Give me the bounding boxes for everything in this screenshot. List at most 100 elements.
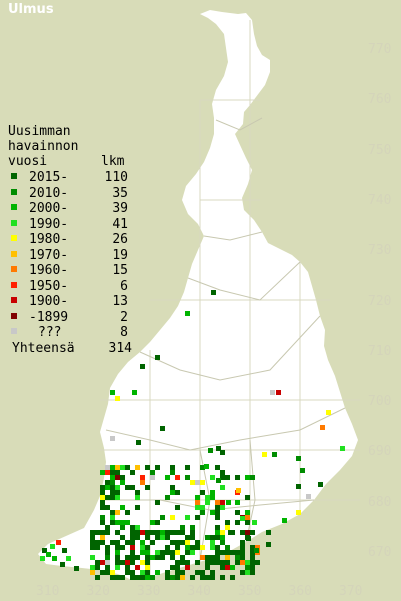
legend-total-label: Yhteensä [12,340,75,356]
observation-square [296,484,301,489]
observation-square [105,550,110,555]
legend-count-header: lkm [101,154,125,169]
legend-swatch [11,173,17,179]
observation-square [130,575,135,580]
observation-square [170,490,175,495]
observation-square [170,485,175,490]
legend-period: 1990- [29,216,69,232]
observation-square [145,555,150,560]
observation-square [220,550,225,555]
observation-square [208,448,213,453]
observation-square [165,545,170,550]
observation-square [215,505,220,510]
observation-square [210,535,215,540]
observation-square [215,525,220,530]
legend-swatch [11,219,17,226]
observation-square [155,535,160,540]
observation-square [175,540,180,545]
observation-square [105,485,110,490]
observation-square [250,565,255,570]
observation-square [50,544,55,549]
observation-square [130,530,135,535]
observation-square [225,550,230,555]
observation-square [105,570,110,575]
x-tick-label: 360 [288,584,312,599]
observation-square [175,565,180,570]
observation-square [140,550,145,555]
observation-square [211,290,216,295]
observation-square [205,555,210,560]
y-tick-label: 730 [368,243,392,259]
legend-period: 2010- [29,185,69,201]
observation-square [296,510,301,515]
observation-square [180,540,185,545]
observation-square [100,570,105,575]
observation-square [130,555,135,560]
observation-square [245,565,250,570]
observation-square [185,550,190,555]
legend-period: 1950- [29,278,69,294]
observation-square [155,465,160,470]
observation-square [95,560,100,565]
observation-square [200,575,205,580]
x-tick-label: 350 [238,584,262,599]
observation-square [210,495,215,500]
legend-count: 35 [112,185,128,201]
observation-square [140,540,145,545]
observation-square [306,494,311,499]
observation-square [200,490,205,495]
observation-square [90,545,95,550]
observation-square [110,515,115,520]
legend-total-row: Yhteensä 314 [8,340,132,356]
observation-square [170,555,175,560]
observation-square [216,446,221,451]
observation-square [155,550,160,555]
observation-square [110,475,115,480]
observation-square [110,465,115,470]
observation-square [155,530,160,535]
observation-square [100,485,105,490]
observation-square [155,520,160,525]
observation-square [170,515,175,520]
observation-square [105,525,110,530]
grid-lines [100,20,360,580]
observation-square [200,570,205,575]
legend-row: 1990- 41 [8,216,128,232]
legend-row: 2010- 35 [8,185,128,201]
observation-square [190,535,195,540]
observation-square [200,480,205,485]
observation-square [195,505,200,510]
observation-square [255,560,260,565]
observation-square [135,535,140,540]
legend-period: ??? [38,325,62,340]
legend-period: 2015- [29,170,69,185]
observation-square [105,530,110,535]
legend-count: 13 [112,294,128,309]
observation-square [74,566,79,571]
observation-square [115,485,120,490]
observation-square [185,540,190,545]
observation-square [90,570,95,575]
legend-swatch [11,328,17,334]
x-tick-label: 340 [187,584,211,599]
legend-heading-3: vuosi lkm [8,154,132,169]
observation-square [200,505,205,510]
legend-swatch [11,188,17,195]
observation-square [250,560,255,565]
legend-period: 1900- [29,294,69,309]
observation-square [110,480,115,485]
observation-square [115,470,120,475]
observation-square [120,535,125,540]
observation-square [95,565,100,570]
observation-square [95,575,100,580]
y-tick-label: 760 [368,92,392,108]
observation-square [62,548,67,553]
observation-square [250,570,255,575]
observation-square [165,530,170,535]
observation-square [246,536,251,541]
observation-square [160,550,165,555]
observation-square [110,510,115,515]
observation-square [340,446,345,451]
observation-square [150,555,155,560]
legend-row: 1970- 19 [8,247,128,263]
